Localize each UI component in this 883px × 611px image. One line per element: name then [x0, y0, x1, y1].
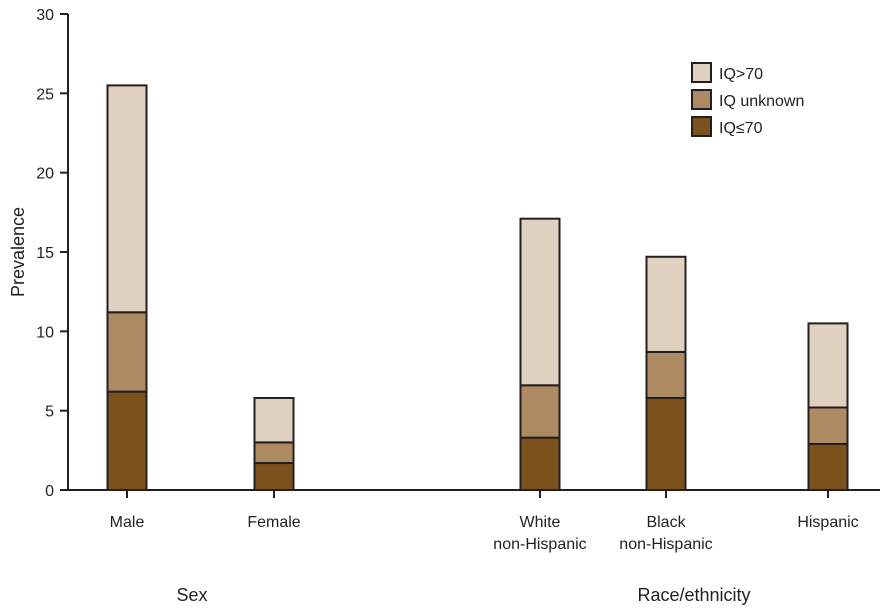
bar-segment-white-non-hispanic-1: [519, 384, 561, 439]
y-tick-label: 15: [36, 245, 54, 262]
y-tick-label: 0: [45, 483, 54, 500]
bar-segment-white-non-hispanic-0: [519, 436, 561, 492]
group-label: Race/ethnicity: [637, 585, 750, 605]
bar-segment-hispanic-0: [807, 442, 849, 491]
axes: [60, 13, 880, 498]
bar-segment-male-2: [106, 84, 148, 314]
y-tick-label: 25: [36, 86, 54, 103]
plot-bars: [106, 84, 849, 492]
legend-label: IQ≤70: [719, 120, 763, 137]
y-tick-label: 20: [36, 166, 54, 183]
legend-label: IQ>70: [719, 66, 763, 83]
bar-segment-female-2: [253, 396, 295, 444]
bar-segment-female-0: [253, 462, 295, 492]
group-label: Sex: [176, 585, 207, 605]
legend-swatch: [691, 89, 712, 110]
legend-swatch: [691, 116, 712, 137]
x-category-label: Black non-Hispanic: [619, 514, 712, 553]
y-tick-label: 30: [36, 7, 54, 24]
x-category-label: White non-Hispanic: [493, 514, 586, 553]
bar-segment-hispanic-1: [807, 406, 849, 445]
group-labels: Sex Race/ethnicity: [176, 585, 750, 605]
legend-swatch: [691, 62, 712, 83]
y-tick-label: 10: [36, 324, 54, 341]
x-category-label: Hispanic: [797, 514, 858, 531]
bar-segment-male-0: [106, 390, 148, 492]
bar-segment-female-1: [253, 441, 295, 465]
category-labels: Male Female White non-Hispanic Black non-Hisp…: [110, 514, 859, 553]
legend: IQ>70 IQ unknown IQ≤70: [691, 62, 804, 137]
x-category-label: Male: [110, 514, 145, 531]
legend-label: IQ unknown: [719, 93, 804, 110]
bar-segment-black-non-hispanic-2: [645, 255, 687, 353]
bar-segment-black-non-hispanic-0: [645, 396, 687, 491]
bar-segment-white-non-hispanic-2: [519, 217, 561, 387]
y-tick-labels: 0 5 10 15 20 25 30: [36, 7, 54, 500]
bar-segment-black-non-hispanic-1: [645, 350, 687, 399]
y-tick-label: 5: [45, 404, 54, 421]
y-axis-label: Prevalence: [8, 207, 28, 297]
bar-segment-hispanic-2: [807, 322, 849, 409]
bar-segment-male-1: [106, 311, 148, 393]
x-category-label: Female: [247, 514, 300, 531]
